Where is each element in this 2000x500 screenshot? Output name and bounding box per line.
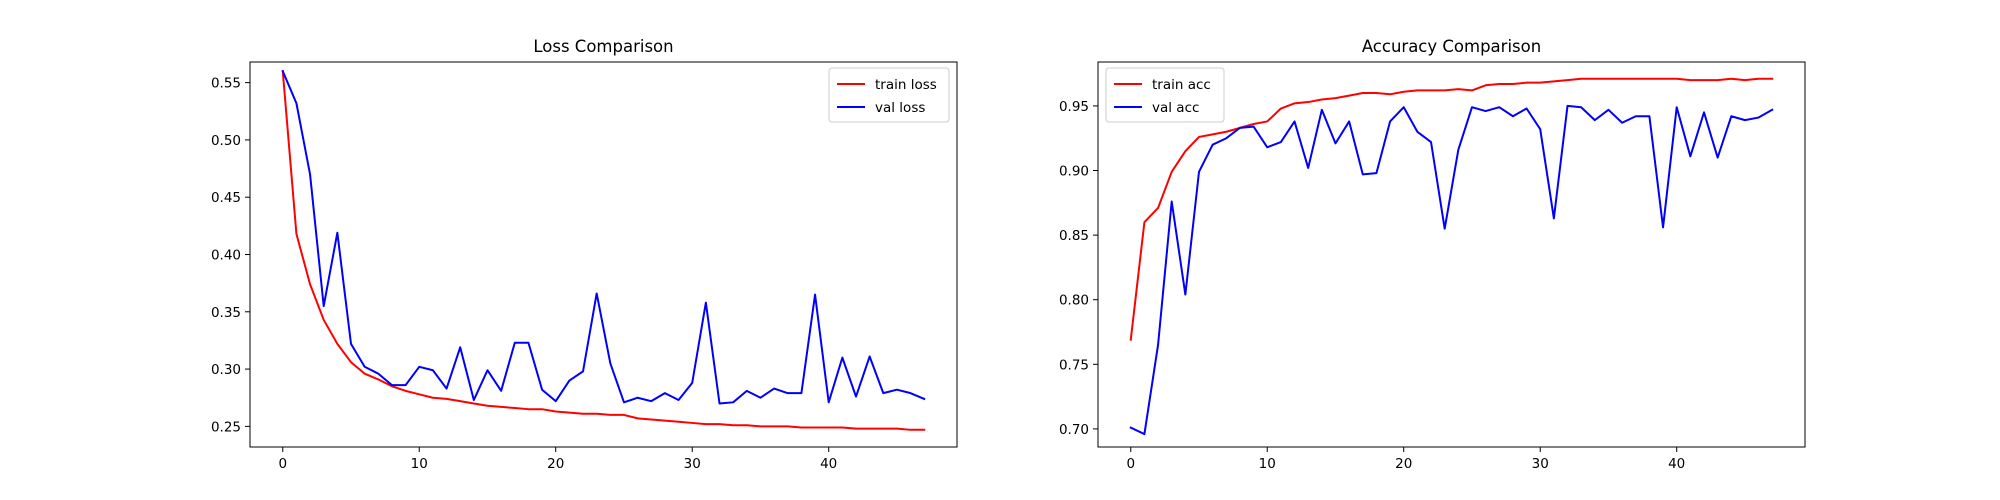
accuracy-legend-box [1105, 67, 1225, 123]
accuracy-y-tick-label: 0.80 [1059, 293, 1089, 309]
accuracy-x-tick-label: 30 [1532, 456, 1549, 472]
loss-y-tick-label: 0.55 [211, 76, 241, 92]
loss-y-tick-label: 0.35 [211, 305, 241, 321]
series-line-val-acc [1129, 104, 1774, 436]
series-line-val-loss [281, 69, 926, 405]
accuracy-x-tick-label: 0 [1126, 456, 1135, 472]
loss-y-tick-label: 0.25 [211, 419, 241, 435]
loss-x-tick-label: 30 [684, 456, 701, 472]
accuracy-y-tick-label: 0.95 [1059, 99, 1089, 115]
accuracy-chart-panel: Accuracy Comparison 0 10 20 30 40 0.70 0.75 0.80… [1059, 37, 1806, 472]
accuracy-y-tick-label: 0.75 [1059, 357, 1089, 373]
accuracy-legend: train acc val acc [1105, 67, 1225, 123]
loss-legend: train loss val loss [828, 67, 950, 123]
accuracy-x-tick-label: 20 [1395, 456, 1412, 472]
loss-x-tick-label: 20 [547, 456, 564, 472]
legend-label-train-loss: train loss [875, 77, 937, 93]
legend-label-val-loss: val loss [875, 100, 925, 116]
loss-x-tick-label: 0 [278, 456, 287, 472]
loss-y-tick-label: 0.40 [211, 248, 241, 264]
loss-chart-title: Loss Comparison [533, 37, 673, 56]
series-line-train-loss [281, 70, 926, 431]
legend-label-val-acc: val acc [1152, 100, 1199, 116]
loss-chart-panel: Loss Comparison 0 10 20 30 40 0.25 0.30 0.35 0.40… [211, 37, 958, 472]
loss-y-tick-label: 0.45 [211, 190, 241, 206]
loss-legend-box [828, 67, 950, 123]
accuracy-y-tick-label: 0.90 [1059, 164, 1089, 180]
loss-y-tick-label: 0.50 [211, 133, 241, 149]
accuracy-axes-frame [1097, 61, 1806, 448]
accuracy-y-tick-label: 0.85 [1059, 228, 1089, 244]
loss-y-tick-label: 0.30 [211, 362, 241, 378]
accuracy-x-tick-label: 40 [1668, 456, 1685, 472]
accuracy-y-tick-label: 0.70 [1059, 422, 1089, 438]
legend-label-train-acc: train acc [1152, 77, 1211, 93]
loss-x-tick-label: 40 [820, 456, 837, 472]
loss-x-tick-label: 10 [411, 456, 428, 472]
accuracy-x-tick-label: 10 [1259, 456, 1276, 472]
accuracy-chart-title: Accuracy Comparison [1362, 37, 1541, 56]
